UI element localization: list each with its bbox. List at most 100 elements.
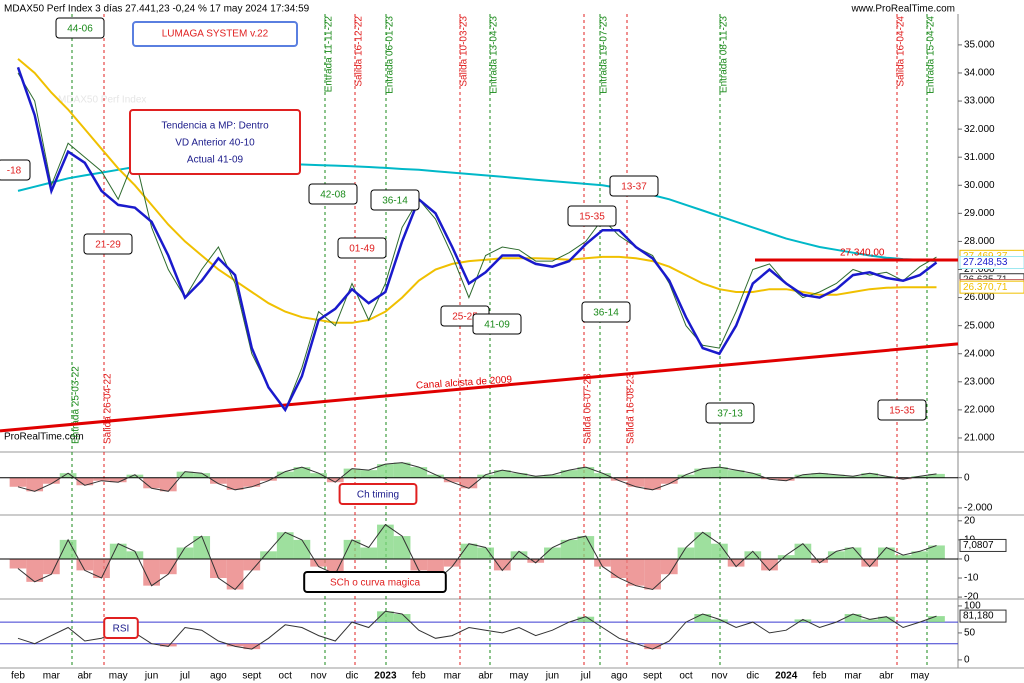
x-tick-label: ago xyxy=(611,671,628,682)
osc-bar xyxy=(660,558,678,575)
signal-box xyxy=(581,301,631,323)
osc-bar xyxy=(844,547,862,559)
price-flag-label: 26.370,71 xyxy=(963,282,1008,293)
system-box xyxy=(132,21,298,47)
osc-bar xyxy=(460,543,478,559)
osc-bar xyxy=(577,536,595,559)
x-tick-label: may xyxy=(109,671,128,682)
y-tick-label: 22.000 xyxy=(964,405,995,416)
osc-bar xyxy=(694,468,712,478)
y-tick-label: 27.000 xyxy=(964,264,995,275)
x-tick-label: feb xyxy=(813,671,827,682)
x-tick-label: may xyxy=(510,671,529,682)
x-tick-label: oct xyxy=(279,671,293,682)
signal-box xyxy=(337,237,387,259)
signal-box-label: -18 xyxy=(7,166,22,177)
osc-bar xyxy=(677,474,695,478)
osc-bar xyxy=(93,477,110,481)
osc-bar xyxy=(711,467,728,478)
osc-bar xyxy=(143,558,160,586)
osc-bar xyxy=(544,547,561,559)
osc-bar xyxy=(76,477,94,486)
osc-bar xyxy=(226,558,244,590)
signal-box-label: 36-14 xyxy=(593,308,619,319)
osc-bar xyxy=(510,551,528,559)
signal-box-label: 44-06 xyxy=(67,24,93,35)
x-tick-label: mar xyxy=(444,671,462,682)
signal-box xyxy=(567,205,617,227)
osc-bar xyxy=(894,477,912,480)
osc-bar xyxy=(343,468,361,478)
osc-bar xyxy=(193,473,211,478)
osc-bar xyxy=(159,558,177,575)
osc-bar xyxy=(660,477,678,484)
panel-label: RSI xyxy=(113,624,130,635)
level-label: 27.340,00 xyxy=(840,248,885,259)
last-value-flag xyxy=(959,609,1007,623)
signal-label: Entrada 15-04-24 xyxy=(926,16,937,94)
osc-bar xyxy=(93,558,110,579)
x-tick-label: mar xyxy=(43,671,61,682)
signal-box-label: 25-25 xyxy=(452,312,478,323)
osc-bar xyxy=(577,467,595,478)
x-tick-label: may xyxy=(910,671,929,682)
osc-bar xyxy=(193,536,211,559)
y-tick-label: 31.000 xyxy=(964,152,995,163)
y-tick-label: 32.000 xyxy=(964,124,995,135)
price-flag-label: 27.248,53 xyxy=(963,257,1008,268)
osc-bar xyxy=(443,558,461,567)
chart-title: MDAX50 Perf Index 3 días 27.441,23 -0,24… xyxy=(4,4,310,15)
osc-bar xyxy=(527,558,545,563)
info-line: VD Anterior 40-10 xyxy=(175,138,255,149)
osc-bar xyxy=(126,551,144,559)
y-tick-label: 0 xyxy=(964,655,970,666)
y-tick-label: 0 xyxy=(964,554,970,565)
osc-bar xyxy=(794,474,812,478)
osc-bar xyxy=(109,477,127,483)
signal-box-label: 13-37 xyxy=(621,182,647,193)
price-flag xyxy=(959,280,1024,294)
x-tick-label: nov xyxy=(311,671,327,682)
y-tick-label: 30.000 xyxy=(964,180,995,191)
osc-bar xyxy=(911,551,929,559)
signal-label: Salida 10-03-23 xyxy=(459,16,470,87)
osc-bar xyxy=(377,464,394,478)
y-tick-label: 25.000 xyxy=(964,320,995,331)
y-tick-label: 35.000 xyxy=(964,40,995,51)
osc-bar xyxy=(176,547,194,559)
osc-bar xyxy=(260,551,277,559)
osc-line xyxy=(17,523,937,591)
signal-box xyxy=(705,402,755,424)
signal-box-label: 41-09 xyxy=(484,320,510,331)
osc-bar xyxy=(393,536,411,559)
x-tick-label: abr xyxy=(78,671,93,682)
x-tick-label: jun xyxy=(545,671,559,682)
osc-bar xyxy=(43,558,60,575)
rsi-fill xyxy=(243,643,261,650)
info-line: Tendencia a MP: Dentro xyxy=(161,121,269,132)
signal-label: Salida 06-07-23 xyxy=(583,373,594,444)
signal-label: Salida 16-08-23 xyxy=(626,373,637,444)
price-flag xyxy=(959,256,1024,270)
osc-bar xyxy=(310,473,327,478)
osc-bar xyxy=(293,539,311,559)
osc-bar xyxy=(878,547,895,559)
osc-bar xyxy=(243,477,261,487)
rsi-fill xyxy=(644,643,661,650)
osc-bar xyxy=(777,477,795,481)
osc-bar xyxy=(43,477,60,484)
signal-box xyxy=(0,159,31,181)
x-tick-label: abr xyxy=(879,671,894,682)
x-tick-label: feb xyxy=(412,671,426,682)
osc-bar xyxy=(477,474,494,478)
signal-box xyxy=(370,189,420,211)
signal-label: Salida 26-04-22 xyxy=(103,373,114,444)
osc-bar xyxy=(744,551,762,559)
osc-bar xyxy=(59,473,77,478)
osc-bar xyxy=(310,558,327,567)
osc-bar xyxy=(777,555,795,559)
rsi-fill xyxy=(711,619,728,623)
y-tick-label: 50 xyxy=(964,628,976,639)
osc-bar xyxy=(210,477,227,484)
osc-bar xyxy=(928,473,945,478)
